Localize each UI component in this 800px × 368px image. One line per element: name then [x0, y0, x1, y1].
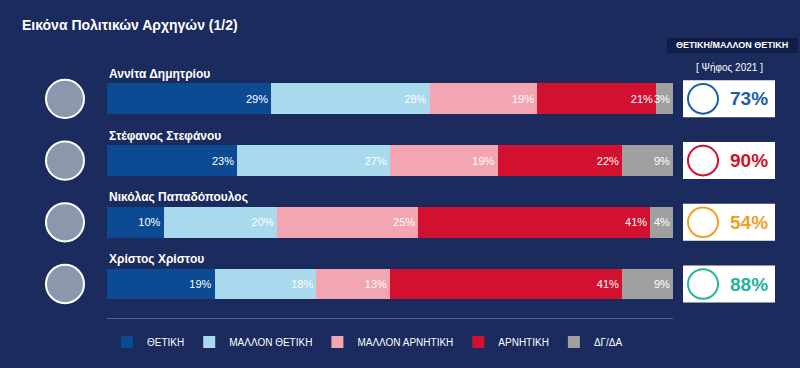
svg-text:18%: 18%	[291, 278, 313, 290]
svg-text:Αννίτα Δημητρίου: Αννίτα Δημητρίου	[109, 67, 210, 81]
svg-text:88%: 88%	[730, 274, 768, 295]
svg-text:Στέφανος Στεφάνου: Στέφανος Στεφάνου	[109, 129, 221, 143]
svg-text:29%: 29%	[246, 93, 268, 105]
svg-text:41%: 41%	[625, 216, 647, 228]
svg-text:28%: 28%	[404, 93, 426, 105]
svg-text:ΜΑΛΛΟΝ ΑΡΝΗΤΙΚΗ: ΜΑΛΛΟΝ ΑΡΝΗΤΙΚΗ	[357, 337, 453, 348]
svg-text:Νικόλας Παπαδόπουλος: Νικόλας Παπαδόπουλος	[109, 190, 248, 204]
svg-text:10%: 10%	[138, 216, 160, 228]
svg-text:[ Ψήφος 2021 ]: [ Ψήφος 2021 ]	[696, 62, 763, 73]
svg-text:41%: 41%	[597, 278, 619, 290]
svg-text:20%: 20%	[252, 216, 274, 228]
svg-text:ΑΡΝΗΤΙΚΗ: ΑΡΝΗΤΙΚΗ	[498, 337, 549, 348]
svg-text:27%: 27%	[365, 155, 387, 167]
svg-text:Εικόνα Πολιτικών Αρχηγών (1/2): Εικόνα Πολιτικών Αρχηγών (1/2)	[22, 17, 238, 33]
svg-text:9%: 9%	[654, 155, 670, 167]
svg-text:21%: 21%	[631, 93, 653, 105]
svg-text:Χρίστος Χρίστου: Χρίστος Χρίστου	[109, 252, 204, 266]
svg-text:19%: 19%	[512, 93, 534, 105]
svg-text:ΔΓ/ΔΑ: ΔΓ/ΔΑ	[594, 337, 623, 348]
svg-text:54%: 54%	[730, 212, 768, 233]
svg-text:25%: 25%	[393, 216, 415, 228]
svg-text:ΘΕΤΙΚΗ: ΘΕΤΙΚΗ	[147, 337, 184, 348]
svg-text:3%: 3%	[654, 93, 670, 105]
svg-text:22%: 22%	[597, 155, 619, 167]
svg-text:73%: 73%	[730, 88, 768, 109]
svg-text:90%: 90%	[730, 150, 768, 171]
svg-text:19%: 19%	[189, 278, 211, 290]
svg-text:4%: 4%	[654, 216, 670, 228]
svg-text:19%: 19%	[472, 155, 494, 167]
svg-text:13%: 13%	[365, 278, 387, 290]
svg-text:ΜΑΛΛΟΝ ΘΕΤΙΚΗ: ΜΑΛΛΟΝ ΘΕΤΙΚΗ	[229, 337, 312, 348]
svg-text:ΘΕΤΙΚΗ/ΜΑΛΛΟΝ ΘΕΤΙΚΗ: ΘΕΤΙΚΗ/ΜΑΛΛΟΝ ΘΕΤΙΚΗ	[676, 40, 788, 50]
svg-text:23%: 23%	[212, 155, 234, 167]
svg-text:9%: 9%	[654, 278, 670, 290]
